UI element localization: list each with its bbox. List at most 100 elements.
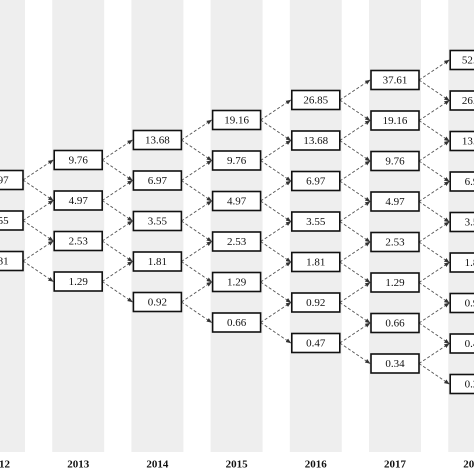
arrow — [339, 221, 371, 243]
year-label: 2018 — [463, 459, 474, 471]
node-box — [132, 210, 183, 232]
arrow — [101, 281, 133, 303]
node-box — [370, 353, 420, 374]
year-label: 2012 — [0, 459, 11, 471]
node-value: 1.29 — [385, 277, 405, 289]
node-box — [370, 150, 420, 172]
arrow — [418, 59, 450, 81]
node-box — [290, 292, 341, 313]
node-value: 6.97 — [306, 176, 326, 188]
arrow — [418, 201, 450, 223]
node-value: 0.66 — [385, 318, 405, 330]
arrow — [181, 220, 213, 242]
node-box — [132, 251, 183, 272]
year-label: 2014 — [146, 459, 169, 471]
arrow — [181, 139, 213, 161]
node-value: 0.24 — [465, 379, 474, 391]
arrow — [181, 119, 213, 141]
node-value: 3.55 — [148, 216, 168, 228]
arrow — [101, 200, 133, 222]
node-box — [449, 211, 474, 233]
arrow — [418, 302, 450, 324]
node-value: 9.76 — [385, 156, 405, 168]
arrow — [339, 99, 371, 121]
node-box — [290, 170, 341, 192]
node-box — [370, 272, 420, 293]
arrow — [101, 180, 133, 201]
node-value: 37.61 — [383, 75, 408, 87]
node-box — [0, 169, 24, 191]
node-value: 19.16 — [224, 115, 249, 127]
node-value: 1.81 — [148, 256, 167, 268]
node-box — [370, 69, 420, 91]
arrow — [418, 140, 450, 162]
node-value: 3.55 — [465, 217, 474, 229]
node-box — [449, 333, 474, 354]
arrow — [101, 159, 133, 181]
node-value: 4.97 — [0, 175, 9, 187]
arrow — [260, 241, 292, 263]
arrow — [181, 281, 213, 303]
node-box — [211, 312, 262, 333]
node-box — [0, 250, 24, 272]
node-box — [211, 109, 262, 131]
node-value: 2.53 — [227, 236, 247, 248]
arrow — [260, 302, 292, 323]
arrow — [181, 160, 213, 181]
arrow — [339, 342, 371, 364]
arrow — [181, 200, 213, 222]
node-box — [211, 231, 262, 252]
node-box — [211, 271, 262, 293]
arrow — [22, 240, 54, 262]
arrow — [101, 220, 133, 242]
arrow — [260, 99, 292, 121]
arrow — [339, 241, 371, 263]
arrow — [22, 220, 54, 242]
arrow — [260, 261, 292, 283]
node-value: 6.97 — [465, 176, 474, 188]
year-label: 2013 — [67, 459, 90, 471]
arrow — [418, 343, 450, 364]
arrow — [418, 221, 450, 243]
arrow — [260, 160, 292, 182]
node-value: 6.97 — [148, 175, 168, 187]
arrow — [339, 180, 371, 202]
column-stripe — [210, 0, 263, 452]
node-value: 2.53 — [385, 237, 405, 249]
node-value: 9.76 — [227, 155, 247, 167]
node-value: 0.47 — [465, 338, 474, 350]
arrow — [339, 160, 371, 182]
node-box — [449, 90, 474, 111]
arrow — [339, 282, 371, 303]
node-box — [53, 271, 104, 292]
node-box — [211, 150, 262, 171]
arrow — [418, 100, 450, 121]
arrow — [339, 322, 371, 344]
arrow — [22, 159, 54, 181]
arrow — [22, 200, 54, 221]
arrow — [260, 119, 292, 141]
arrow — [101, 261, 133, 282]
arrow — [181, 241, 213, 262]
year-label: 2017 — [384, 459, 407, 471]
node-value: 1.81 — [306, 257, 325, 269]
arrow — [339, 201, 371, 222]
arrow — [260, 322, 292, 344]
node-value: 1.81 — [0, 256, 9, 268]
node-value: 1.81 — [465, 257, 474, 269]
node-box — [449, 49, 474, 71]
node-box — [449, 130, 474, 152]
node-box — [132, 170, 183, 191]
arrow — [418, 282, 450, 304]
arrow — [418, 79, 450, 101]
arrow — [22, 179, 54, 201]
node-value: 0.92 — [148, 297, 167, 309]
arrow — [339, 120, 371, 141]
year-label: 2015 — [226, 459, 249, 471]
node-box — [53, 149, 104, 171]
node-box — [449, 252, 474, 273]
arrow — [260, 281, 292, 303]
node-value: 13.68 — [145, 135, 170, 147]
